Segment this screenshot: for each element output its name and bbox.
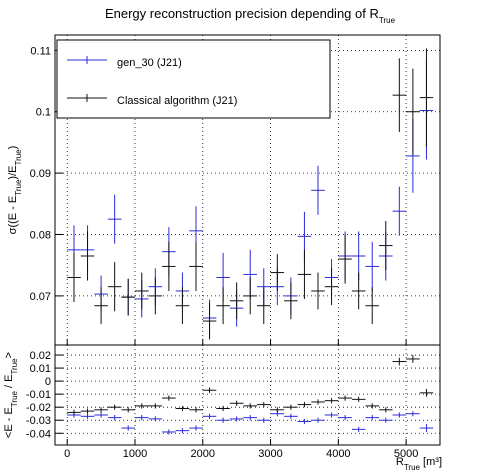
y-tick-label: 0.08 (30, 230, 51, 242)
x-axis-label-part: [m³] (420, 456, 442, 468)
y-tick-label: 0.1 (36, 107, 51, 119)
y-axis-label-part: True (10, 358, 19, 375)
y-axis-label-part: / E (3, 375, 15, 392)
y-tick-label: -0.03 (26, 415, 51, 427)
y-axis-label-part: σ((E - E (7, 196, 19, 235)
y-axis-label-part: )/E (7, 166, 19, 180)
y-axis-label: σ((E - ETrue)/ETrue) (7, 146, 23, 235)
y-tick-label: 0.09 (30, 168, 51, 180)
y-tick-label: 0.01 (30, 363, 51, 375)
x-tick-label: 5000 (394, 448, 418, 460)
x-tick-label: 1000 (123, 448, 147, 460)
plot-frame (54, 344, 441, 446)
y-axis-label-part: True (14, 149, 23, 166)
y-axis-label-part: True (10, 390, 19, 407)
y-axis-label-part: ) (7, 146, 19, 150)
chart-title-part: True (379, 16, 396, 25)
y-axis-label-part: True (14, 179, 23, 196)
x-axis-label: RTrue [m³] (396, 456, 442, 472)
y-tick-label: 0.11 (30, 45, 51, 57)
legend-label: gen_30 (J21) (117, 57, 182, 69)
x-tick-label: 0 (64, 448, 70, 460)
y-tick-label: 0 (45, 376, 51, 388)
y-axis-label-part: > (3, 352, 15, 358)
legend-label: Classical algorithm (J21) (117, 95, 237, 107)
y-tick-label: -0.02 (26, 402, 51, 414)
x-tick-label: 2000 (191, 448, 215, 460)
x-tick-label: 3000 (258, 448, 282, 460)
y-tick-label: 0.02 (30, 350, 51, 362)
y-tick-label: -0.04 (26, 428, 51, 440)
y-tick-label: 0.07 (30, 291, 51, 303)
x-axis-label-part: R (396, 456, 404, 468)
x-axis-label-part: True (404, 463, 421, 472)
chart-title-part: Energy reconstruction precision dependin… (105, 6, 379, 21)
y-axis-label: <E - ETrue / ETrue> (3, 352, 19, 438)
legend-box (56, 39, 331, 119)
y-tick-label: -0.01 (26, 389, 51, 401)
chart-title: Energy reconstruction precision dependin… (105, 6, 396, 25)
y-axis-label-part: <E - E (3, 407, 15, 438)
x-tick-label: 4000 (326, 448, 350, 460)
